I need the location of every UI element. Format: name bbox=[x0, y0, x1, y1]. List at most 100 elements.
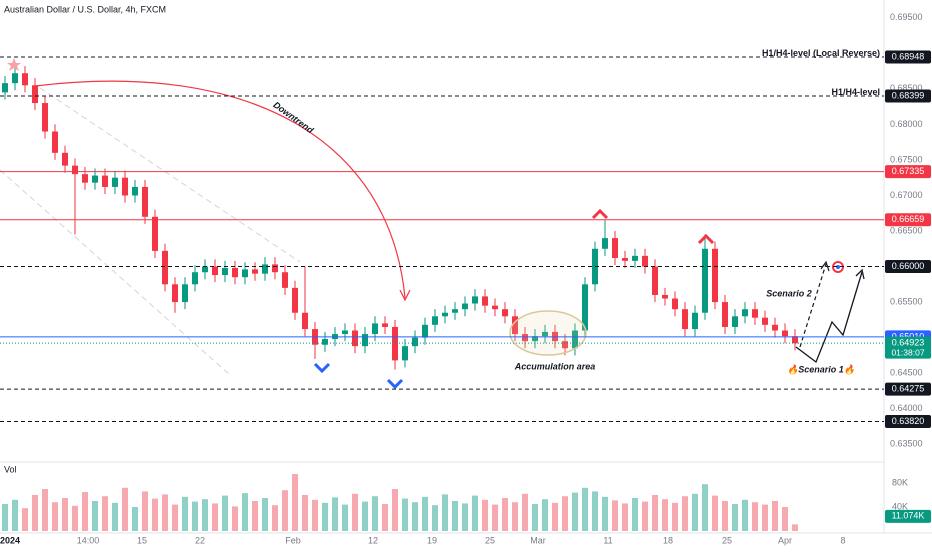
volume-bar bbox=[692, 493, 698, 531]
candle-body bbox=[642, 255, 648, 267]
volume-bar bbox=[792, 524, 798, 531]
candle-body bbox=[472, 296, 478, 304]
volume-bar bbox=[282, 490, 288, 531]
volume-bar bbox=[142, 491, 148, 531]
volume-bar bbox=[512, 502, 518, 531]
y-tick-label: 0.65500 bbox=[890, 296, 923, 306]
annotation: Accumulation area bbox=[514, 361, 596, 371]
volume-bar bbox=[392, 489, 398, 531]
y-tick-label: 0.64000 bbox=[890, 403, 923, 413]
candle-body bbox=[172, 284, 178, 303]
volume-bar bbox=[492, 504, 498, 531]
y-tick-label: 0.64500 bbox=[890, 368, 923, 378]
chevron-up bbox=[697, 233, 715, 245]
candle-body bbox=[262, 264, 268, 274]
volume-bar bbox=[612, 500, 618, 531]
candle-body bbox=[2, 83, 8, 93]
volume-bar bbox=[322, 502, 328, 531]
drawings bbox=[0, 58, 865, 390]
volume-bar bbox=[452, 501, 458, 531]
y-tick-label: 0.69500 bbox=[890, 12, 923, 22]
candle-body bbox=[452, 309, 458, 313]
volume-bar bbox=[22, 508, 28, 531]
volume-bar bbox=[422, 496, 428, 531]
x-tick-label: Feb bbox=[285, 535, 301, 545]
candle-body bbox=[302, 312, 308, 330]
candle-body bbox=[532, 336, 538, 342]
candle-body bbox=[82, 174, 88, 183]
volume-bar bbox=[262, 498, 268, 531]
x-tick-label: 11 bbox=[603, 535, 612, 545]
x-tick-label: 8 bbox=[840, 535, 845, 545]
volume-bar bbox=[92, 501, 98, 531]
candle-body bbox=[372, 323, 378, 335]
volume-bar bbox=[272, 505, 278, 531]
volume-bar bbox=[432, 505, 438, 531]
candle-body bbox=[152, 216, 158, 251]
candle-body bbox=[622, 258, 628, 261]
candle-body bbox=[242, 269, 248, 278]
candle-body bbox=[22, 73, 28, 86]
volume-bar bbox=[52, 502, 58, 531]
candle-body bbox=[142, 186, 148, 217]
candle-body bbox=[92, 175, 98, 183]
volume-bar bbox=[342, 504, 348, 531]
level-price-label: 0.68399 bbox=[892, 90, 925, 100]
vol-last-label: 11.074K bbox=[892, 511, 925, 521]
candle-body bbox=[402, 346, 408, 361]
volume-bar bbox=[582, 487, 588, 531]
level-price-box bbox=[885, 50, 931, 64]
volume-bar bbox=[522, 493, 528, 531]
vol-tick-label: 80K bbox=[892, 477, 908, 487]
candle-body bbox=[442, 312, 448, 317]
volume-bar bbox=[652, 495, 658, 531]
volume-title: Vol bbox=[4, 464, 17, 474]
level-price-label: 0.65010 bbox=[892, 331, 925, 341]
level-name: H1/H4-level (Local Reverse) bbox=[762, 48, 880, 58]
volume-bar bbox=[212, 503, 218, 531]
volume-bar bbox=[122, 487, 128, 531]
volume-bar bbox=[82, 492, 88, 531]
candle-body bbox=[292, 287, 298, 313]
x-tick-label: 25 bbox=[722, 535, 732, 545]
countdown-label: 01:38:07 bbox=[891, 347, 924, 357]
level-price-box bbox=[885, 165, 931, 179]
level-price-box bbox=[885, 414, 931, 428]
volume-bar bbox=[632, 498, 638, 531]
candle-body bbox=[122, 177, 128, 196]
volume-bar bbox=[132, 507, 138, 531]
volume-bar bbox=[572, 492, 578, 531]
annotation: 🔥Scenario 1🔥 bbox=[787, 363, 856, 374]
volume-bar bbox=[742, 499, 748, 531]
volume-bar bbox=[372, 496, 378, 531]
volume-bar bbox=[502, 498, 508, 531]
volume-bar bbox=[152, 498, 158, 531]
candle-body bbox=[32, 85, 38, 104]
downtrend-arrow bbox=[34, 80, 406, 299]
volume-bar bbox=[592, 491, 598, 531]
candle-body bbox=[792, 336, 798, 344]
candle-body bbox=[462, 303, 468, 310]
x-tick-label: Mar bbox=[530, 535, 546, 545]
candle-body bbox=[182, 284, 188, 303]
candle-body bbox=[522, 334, 528, 342]
last-price-box bbox=[885, 336, 931, 359]
candle-body bbox=[252, 269, 258, 274]
annotation: Scenario 2 bbox=[766, 288, 812, 298]
volume-bar bbox=[662, 499, 668, 531]
y-tick-label: 0.68500 bbox=[890, 83, 923, 93]
candle-body bbox=[712, 248, 718, 303]
volume-bar bbox=[362, 501, 368, 531]
candle-body bbox=[102, 175, 108, 187]
candle-body bbox=[52, 131, 58, 153]
candle-body bbox=[692, 312, 698, 330]
candle-body bbox=[572, 330, 578, 349]
candle-body bbox=[742, 309, 748, 317]
level-price-label: 0.63820 bbox=[892, 416, 925, 426]
arrow-head bbox=[399, 289, 411, 302]
y-tick-label: 0.67500 bbox=[890, 154, 923, 164]
vol-tick-label: 40K bbox=[892, 501, 908, 511]
x-tick-label: 22 bbox=[195, 535, 205, 545]
